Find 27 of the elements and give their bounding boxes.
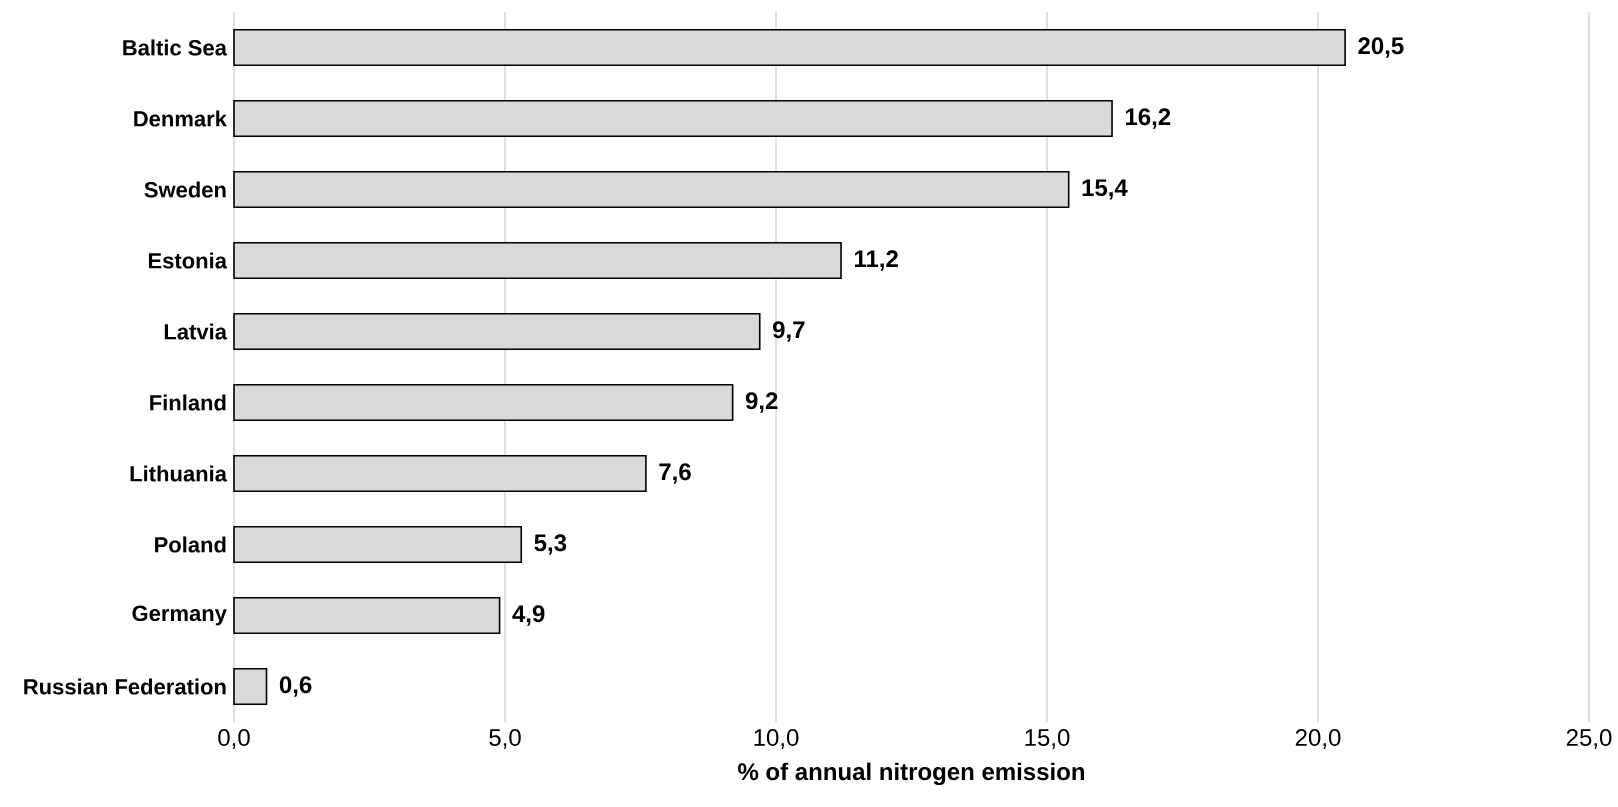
y-tick-label: Russian Federation — [24, 678, 226, 695]
y-tick-label: Germany — [132, 605, 227, 626]
y-tick-label: Baltic Sea — [123, 39, 228, 56]
y-tick-label: Lithuania — [130, 465, 228, 482]
y-tick-label: Finland — [150, 394, 226, 411]
data-label: 4,9 — [512, 605, 545, 626]
data-label: 20,5 — [1358, 37, 1404, 58]
y-tick-label: Latvia — [164, 323, 228, 340]
data-label: 0,6 — [279, 676, 312, 697]
x-tick-label: 10,0 — [754, 729, 799, 749]
x-tick-label: 15,0 — [1025, 729, 1070, 749]
data-label: 16,2 — [1125, 108, 1171, 129]
data-label: 5,3 — [534, 534, 567, 555]
x-axis-title: % of annual nitrogen emission — [738, 762, 1085, 786]
data-label: 15,4 — [1082, 179, 1128, 200]
data-label: 7,6 — [659, 463, 691, 484]
x-tick-label: 25,0 — [1566, 729, 1612, 749]
x-tick-label: 20,0 — [1295, 729, 1341, 749]
y-tick-label: Poland — [155, 536, 226, 553]
y-tick-label: Denmark — [134, 110, 227, 127]
x-tick-label: 5,0 — [489, 729, 521, 749]
data-label: 9,7 — [772, 321, 805, 342]
y-tick-label: Sweden — [144, 181, 226, 198]
x-tick-label: 0,0 — [218, 729, 250, 749]
data-label: 9,2 — [745, 392, 778, 413]
data-label: 11,2 — [854, 250, 898, 271]
y-tick-label: Estonia — [148, 252, 228, 269]
